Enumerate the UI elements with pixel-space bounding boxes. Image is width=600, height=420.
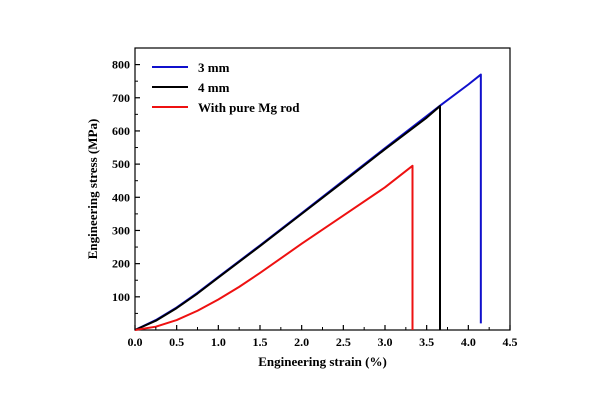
y-tick-label: 400 [112, 190, 130, 204]
legend-label-3: With pure Mg rod [198, 100, 300, 115]
y-tick-label: 500 [112, 157, 130, 171]
x-tick-label: 1.5 [253, 335, 268, 349]
y-tick-label: 800 [112, 58, 130, 72]
y-tick-label: 300 [112, 223, 130, 237]
series-layer [134, 73, 482, 331]
x-axis-title: Engineering strain (%) [258, 354, 387, 369]
legend: 3 mm 4 mm With pure Mg rod [152, 60, 300, 115]
y-tick-label: 600 [112, 124, 130, 138]
x-tick-label: 0.5 [169, 335, 184, 349]
y-axis-title: Engineering stress (MPa) [85, 119, 100, 260]
x-tick-label: 1.0 [211, 335, 226, 349]
x-tick-label: 0.0 [128, 335, 143, 349]
plot-area [134, 47, 511, 331]
y-tick-label: 200 [112, 257, 130, 271]
axes-layer: 0.0 0.5 1.0 1.5 2.0 2.5 3.0 3.5 4.0 4.5 100 200 300 4… [85, 58, 518, 369]
x-tick-label: 2.0 [294, 335, 309, 349]
x-tick-label: 4.0 [461, 335, 476, 349]
x-tick-label: 2.5 [336, 335, 351, 349]
x-tick-label: 4.5 [503, 335, 518, 349]
legend-label-2: 4 mm [198, 80, 230, 95]
legend-label-1: 3 mm [198, 60, 230, 75]
y-tick-label: 700 [112, 91, 130, 105]
series-line-3 [134, 164, 414, 331]
y-tick-label: 100 [112, 290, 130, 304]
series-line-1 [134, 73, 482, 331]
plot-frame [134, 47, 511, 331]
x-tick-label: 3.5 [419, 335, 434, 349]
series-line-2 [134, 105, 441, 331]
x-tick-label: 3.0 [378, 335, 393, 349]
